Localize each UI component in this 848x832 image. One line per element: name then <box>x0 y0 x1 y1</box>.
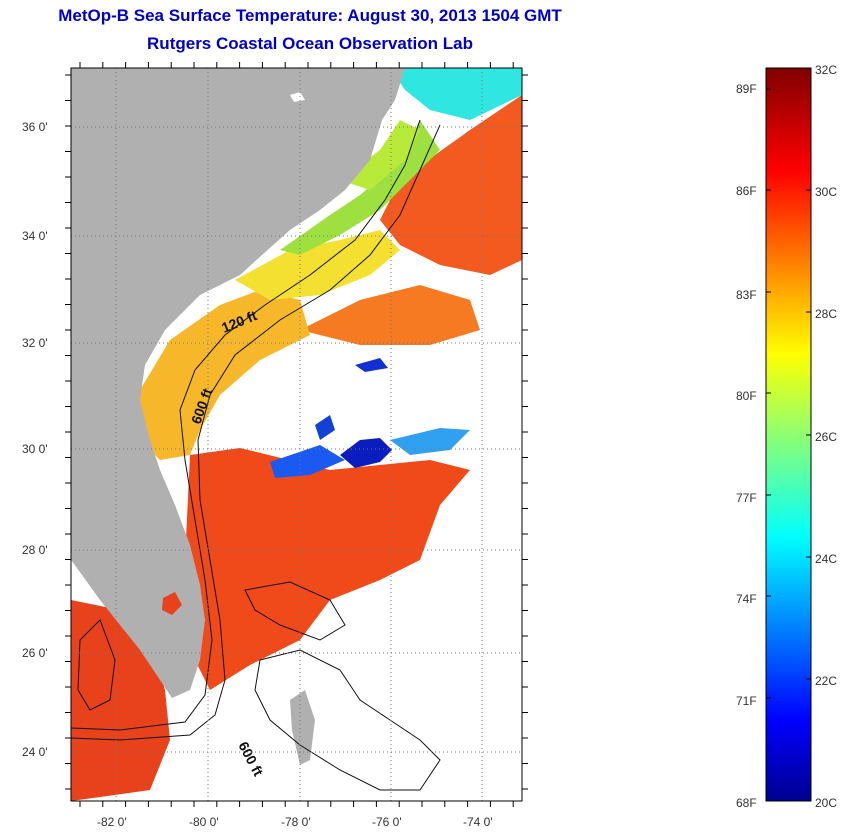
sst-shelf-region <box>340 120 420 190</box>
sst-coastal-band <box>140 290 310 460</box>
land-island <box>290 690 315 765</box>
lake <box>290 92 305 102</box>
map-subtitle: Rutgers Coastal Ocean Observation Lab <box>147 34 473 53</box>
sst-cold-region <box>340 438 392 468</box>
lat-tick-label: 28 0' <box>22 543 48 557</box>
lon-tick-label: -74 0' <box>463 815 493 829</box>
contour-bahamas <box>244 581 346 641</box>
sst-warm-region <box>300 285 480 345</box>
lon-tick-label: -76 0' <box>372 815 402 829</box>
lat-tick-label: 30 0' <box>22 442 48 456</box>
lon-tick-label: -78 0' <box>281 815 311 829</box>
lon-tick-label: -80 0' <box>189 815 219 829</box>
map-title: MetOp-B Sea Surface Temperature: August … <box>58 6 562 25</box>
land-mass <box>71 68 405 698</box>
sst-warm-region <box>380 95 522 275</box>
sst-warm-region <box>185 448 470 690</box>
lake <box>162 592 182 615</box>
sst-cold-region <box>390 428 470 455</box>
sst-cold-region <box>315 415 335 440</box>
lat-tick-label: 34 0' <box>22 229 48 243</box>
sst-coastal-band <box>235 230 400 300</box>
sst-shelf-region <box>280 120 440 255</box>
contour-120ft <box>71 119 421 731</box>
lat-tick-label: 36 0' <box>22 120 48 134</box>
lon-axis: -82 0' -80 0' -78 0' -76 0' -74 0' <box>97 815 493 829</box>
sst-shelf-region <box>390 68 522 120</box>
lat-tick-label: 24 0' <box>22 745 48 759</box>
contour-bahamas <box>254 649 441 791</box>
sst-cold-region <box>270 445 345 478</box>
contour-bahamas <box>77 619 116 711</box>
sst-cold-region <box>355 358 388 372</box>
contour-600ft <box>71 124 441 741</box>
lat-tick-label: 26 0' <box>22 646 48 660</box>
lat-axis: 36 0' 34 0' 32 0' 30 0' 28 0' 26 0' 24 0… <box>22 120 48 759</box>
map-frame <box>70 67 523 802</box>
axis-ticks <box>65 62 528 807</box>
lon-tick-label: -82 0' <box>97 815 127 829</box>
lat-tick-label: 32 0' <box>22 336 48 350</box>
